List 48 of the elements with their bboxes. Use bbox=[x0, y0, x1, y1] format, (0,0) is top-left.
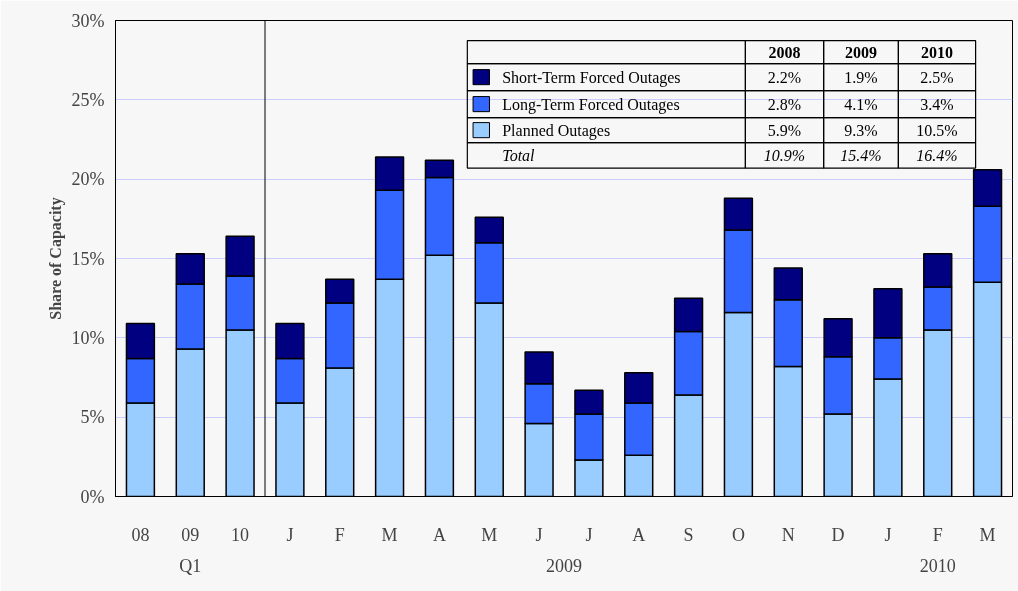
legend-label: Long-Term Forced Outages bbox=[502, 95, 680, 114]
annotation: 3.4% bbox=[920, 95, 954, 113]
x-tick-label: F bbox=[932, 524, 943, 545]
x-tick-label: M bbox=[481, 524, 498, 545]
y-tick-label: 10% bbox=[71, 327, 105, 348]
annotation: 2.8% bbox=[767, 95, 802, 113]
x-tick-label: D bbox=[831, 524, 845, 545]
text: 2010 bbox=[919, 555, 956, 576]
x-tick-label: J bbox=[535, 524, 543, 545]
y-tick-label: 0% bbox=[80, 486, 105, 507]
x-tick-label: M bbox=[979, 524, 996, 545]
x-tick-label: A bbox=[432, 524, 446, 545]
x-tick-label: J bbox=[286, 524, 294, 545]
x-tick-label: 09 bbox=[181, 524, 200, 545]
annotation: 15.4% bbox=[840, 146, 882, 164]
annotation: Total bbox=[502, 146, 536, 164]
x-tick-label: A bbox=[632, 524, 646, 545]
text: 2009 bbox=[546, 555, 582, 576]
legend-label: Short-Term Forced Outages bbox=[502, 68, 681, 87]
x-tick-label: 08 bbox=[131, 524, 150, 545]
annotation: 2.5% bbox=[920, 68, 954, 86]
annotation: 10.5% bbox=[916, 121, 958, 139]
x-tick-label: M bbox=[381, 524, 398, 545]
y-tick-label: 5% bbox=[80, 407, 105, 428]
annotation: 10.9% bbox=[763, 146, 806, 164]
annotation: 1.9% bbox=[844, 68, 878, 86]
x-tick-label: N bbox=[781, 524, 795, 545]
annotation: 5.9% bbox=[767, 121, 802, 139]
annotation: 2009 bbox=[845, 43, 878, 61]
x-tick-label: J bbox=[884, 524, 892, 545]
annotation: 2008 bbox=[768, 43, 801, 61]
y-tick-label: 15% bbox=[71, 248, 105, 269]
annotation: 2.2% bbox=[767, 68, 802, 86]
y-axis-title: Share of Capacity bbox=[46, 197, 65, 320]
x-tick-label: O bbox=[731, 524, 745, 545]
y-tick-label: 30% bbox=[71, 10, 105, 31]
annotation: 2010 bbox=[921, 43, 953, 61]
text: Q1 bbox=[179, 555, 202, 576]
annotation: 4.1% bbox=[844, 95, 878, 113]
annotation: 16.4% bbox=[916, 146, 958, 164]
annotation: 9.3% bbox=[844, 121, 878, 139]
x-tick-label: F bbox=[334, 524, 345, 545]
x-tick-label: J bbox=[585, 524, 593, 545]
legend-label: Planned Outages bbox=[502, 121, 611, 140]
x-tick-label: S bbox=[683, 524, 694, 545]
x-tick-label: 10 bbox=[231, 524, 250, 545]
y-tick-label: 20% bbox=[71, 169, 105, 190]
y-tick-label: 25% bbox=[71, 89, 105, 110]
